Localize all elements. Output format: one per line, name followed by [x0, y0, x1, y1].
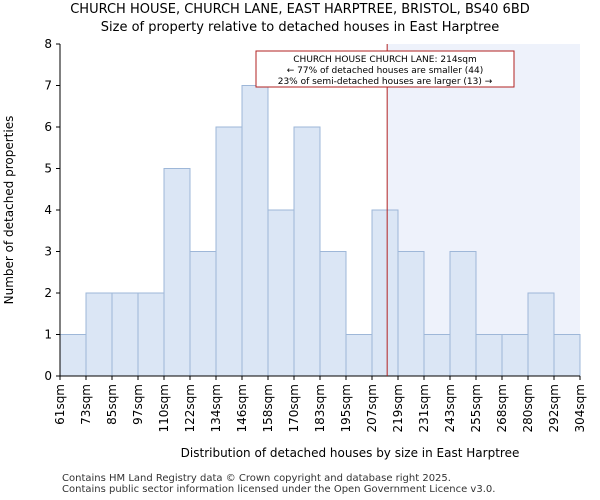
chart-subtitle: Size of property relative to detached ho…	[100, 20, 500, 35]
x-tick-label-243sqm: 243sqm	[443, 384, 457, 432]
bar-61sqm	[59, 334, 87, 377]
y-tick-label-3: 3	[44, 245, 52, 259]
y-axis-title: Number of detached properties	[2, 116, 16, 305]
bar-122sqm	[189, 251, 217, 377]
x-tick-label-122sqm: 122sqm	[183, 384, 197, 432]
x-axis-title: Distribution of detached houses by size …	[181, 446, 520, 460]
y-tick-label-7: 7	[44, 79, 52, 93]
x-tick-label-170sqm: 170sqm	[287, 384, 301, 432]
x-tick-label-195sqm: 195sqm	[339, 384, 353, 432]
bar-97sqm	[137, 292, 165, 377]
x-tick-label-304sqm: 304sqm	[573, 384, 587, 432]
x-tick-label-134sqm: 134sqm	[209, 384, 223, 432]
y-tick-label-6: 6	[44, 120, 52, 134]
bar-134sqm	[215, 126, 243, 377]
x-tick-label-146sqm: 146sqm	[235, 384, 249, 432]
annotation-line-1: CHURCH HOUSE CHURCH LANE: 214sqm	[293, 55, 476, 65]
bar-110sqm	[163, 168, 191, 377]
x-tick-label-61sqm: 61sqm	[53, 384, 67, 425]
bar-231sqm	[423, 334, 451, 377]
bar-292sqm	[553, 334, 581, 377]
x-tick-label-207sqm: 207sqm	[365, 384, 379, 432]
bar-73sqm	[85, 292, 113, 377]
x-tick-label-219sqm: 219sqm	[391, 384, 405, 432]
x-tick-label-255sqm: 255sqm	[469, 384, 483, 432]
bar-207sqm	[371, 209, 399, 377]
bar-268sqm	[501, 334, 529, 377]
annotation-line-3: 23% of semi-detached houses are larger (…	[278, 77, 493, 87]
annotation-box	[255, 50, 515, 88]
x-tick-label-85sqm: 85sqm	[105, 384, 119, 425]
x-tick-label-73sqm: 73sqm	[79, 384, 93, 425]
bar-219sqm	[397, 251, 425, 377]
bar-280sqm	[527, 292, 555, 377]
x-tick-label-97sqm: 97sqm	[131, 384, 145, 425]
bar-195sqm	[345, 334, 373, 377]
x-tick-label-183sqm: 183sqm	[313, 384, 327, 432]
bar-255sqm	[475, 334, 503, 377]
bar-170sqm	[293, 126, 321, 377]
footer-line-1: Contains HM Land Registry data © Crown c…	[62, 473, 451, 484]
bar-243sqm	[449, 251, 477, 377]
bar-158sqm	[267, 209, 295, 377]
y-tick-label-1: 1	[44, 328, 52, 342]
x-tick-label-231sqm: 231sqm	[417, 384, 431, 432]
y-tick-label-5: 5	[44, 162, 52, 176]
footer-line-2: Contains public sector information licen…	[62, 484, 496, 495]
annotation-line-2: ← 77% of detached houses are smaller (44…	[287, 66, 484, 76]
x-tick-label-268sqm: 268sqm	[495, 384, 509, 432]
y-tick-label-8: 8	[44, 37, 52, 51]
x-tick-label-158sqm: 158sqm	[261, 384, 275, 432]
chart-title: CHURCH HOUSE, CHURCH LANE, EAST HARPTREE…	[70, 2, 530, 17]
bar-183sqm	[319, 251, 347, 377]
y-tick-label-2: 2	[44, 286, 52, 300]
x-tick-label-110sqm: 110sqm	[157, 384, 171, 432]
y-tick-label-4: 4	[44, 203, 52, 217]
bar-146sqm	[241, 85, 269, 377]
bar-85sqm	[111, 292, 139, 377]
y-tick-label-0: 0	[44, 369, 52, 383]
x-tick-label-280sqm: 280sqm	[521, 384, 535, 432]
x-tick-label-292sqm: 292sqm	[547, 384, 561, 432]
